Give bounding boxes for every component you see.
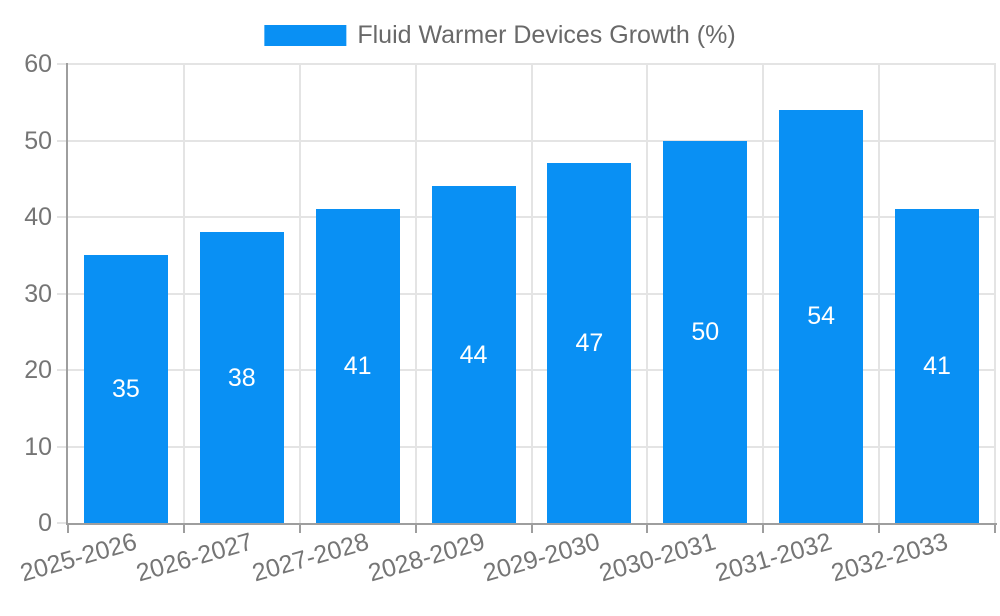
bar — [895, 209, 980, 523]
x-axis-tick — [878, 525, 881, 533]
gridline-vertical — [762, 63, 765, 523]
x-axis-tick — [67, 525, 69, 533]
legend-label: Fluid Warmer Devices Growth (%) — [357, 21, 736, 49]
x-axis-line — [66, 523, 997, 525]
gridline-vertical — [182, 63, 185, 523]
bar-value-label: 41 — [923, 352, 951, 381]
bar-value-label: 41 — [343, 352, 372, 381]
gridline-vertical — [414, 63, 417, 523]
y-axis-tick — [57, 63, 66, 65]
x-axis-tick — [182, 525, 185, 533]
gridline-vertical — [878, 63, 881, 523]
x-axis-tick — [762, 525, 765, 533]
y-tick-label: 0 — [38, 509, 52, 537]
gridline-vertical — [994, 63, 996, 523]
bar — [315, 209, 400, 523]
bar — [83, 255, 168, 523]
x-axis-tick — [298, 525, 301, 533]
y-axis-tick — [57, 522, 66, 524]
x-axis-tick — [414, 525, 417, 533]
bar — [779, 109, 864, 523]
x-axis-tick — [530, 525, 533, 533]
bar-value-label: 47 — [575, 329, 604, 358]
bar — [431, 186, 516, 523]
y-tick-label: 30 — [24, 279, 52, 308]
y-tick-label: 20 — [24, 356, 52, 384]
bar — [547, 163, 632, 523]
y-axis-tick — [57, 216, 66, 218]
y-axis-tick — [57, 445, 66, 448]
x-axis-tick — [994, 525, 996, 533]
legend: Fluid Warmer Devices Growth (%) — [264, 20, 736, 50]
bar-value-label: 44 — [459, 340, 488, 369]
bar-value-label: 35 — [112, 375, 140, 404]
x-axis-tick — [646, 525, 649, 533]
y-axis-tick — [57, 292, 66, 295]
bar — [199, 232, 284, 523]
gridline-vertical — [298, 63, 301, 523]
y-tick-label: 60 — [24, 50, 52, 78]
y-axis-tick — [57, 369, 66, 371]
bar-chart: Fluid Warmer Devices Growth (%) 0 10 20 30 4… — [17, 20, 997, 587]
y-axis-line — [66, 63, 68, 525]
y-tick-label: 50 — [24, 126, 52, 155]
bar-value-label: 50 — [691, 317, 720, 346]
bar-value-label: 38 — [227, 363, 256, 392]
y-tick-label: 10 — [24, 432, 52, 461]
bar — [663, 140, 748, 523]
y-tick-label: 40 — [24, 203, 52, 231]
gridline-vertical — [530, 63, 533, 523]
gridline-vertical — [646, 63, 649, 523]
legend-swatch — [264, 24, 347, 46]
bar-value-label: 54 — [807, 302, 836, 331]
y-axis-tick — [57, 139, 66, 142]
